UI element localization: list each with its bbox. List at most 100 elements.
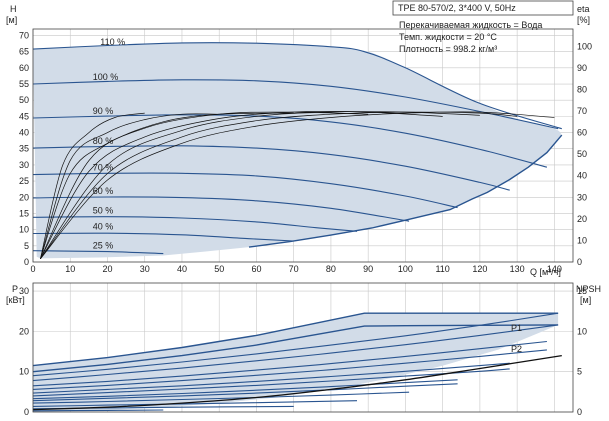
- eta-tick-label: 100: [577, 41, 592, 51]
- head-tick-label: 0: [24, 257, 29, 267]
- speed-curve-label: 80 %: [93, 136, 114, 146]
- npsh-curve: [32, 354, 562, 411]
- x-tick-label: 50: [214, 264, 224, 274]
- speed-curve-label: 90 %: [93, 106, 114, 116]
- p1-power-curve: [32, 362, 510, 394]
- npsh-axis-label: NPSH: [576, 284, 601, 294]
- speed-curve: [32, 114, 548, 168]
- power-chart-frame: [32, 282, 574, 413]
- head-tick-label: 50: [19, 95, 29, 105]
- head-axis-unit: [м]: [6, 15, 17, 25]
- power-range-edge: [32, 312, 559, 373]
- p2-label: P2: [511, 344, 522, 354]
- power-tick-label: 0: [24, 407, 29, 417]
- eta-tick-label: 30: [577, 192, 587, 202]
- p2-power-curve: [32, 383, 458, 402]
- p2-range-upper-edge: [32, 324, 559, 373]
- p1-power-curve: [32, 312, 559, 377]
- x-tick-label: 110: [435, 264, 449, 274]
- speed-curve-label: 100 %: [93, 72, 119, 82]
- head-tick-label: 70: [19, 30, 29, 40]
- efficiency-curve: [40, 112, 145, 259]
- speed-curves: 110 % 100 % 90 % 80 % 70 % 60 % 50 % 40 % 25 %: [32, 37, 562, 255]
- power-axis-unit: [кВт]: [6, 295, 25, 305]
- npsh-curves: [32, 354, 562, 411]
- density-info: Плотность = 998.2 кг/м³: [399, 44, 497, 54]
- head-tick-label: 20: [19, 192, 29, 202]
- head-tick-label: 15: [19, 208, 29, 218]
- operating-range-area: [33, 42, 562, 259]
- npsh-tick-label: 10: [577, 326, 587, 336]
- head-tick-label: 45: [19, 111, 29, 121]
- npsh-tick-label: 0: [577, 407, 582, 417]
- speed-curve-label: 110 %: [100, 37, 125, 47]
- power-tick-label: 30: [19, 286, 29, 296]
- speed-curve: [32, 145, 510, 191]
- eta-axis-unit: [%]: [577, 15, 590, 25]
- eta-tick-label: 50: [577, 149, 587, 159]
- head-tick-label: 35: [19, 144, 29, 154]
- temperature-info: Темп. жидкости = 20 °C: [399, 32, 497, 42]
- fluid-info: Перекачиваемая жидкость = Вода: [399, 20, 542, 30]
- efficiency-curve: [40, 111, 480, 260]
- speed-curve-label: 25 %: [93, 240, 114, 250]
- power-tick-label: 10: [19, 367, 29, 377]
- efficiency-curve: [40, 111, 369, 259]
- efficiency-curve: [40, 111, 555, 260]
- x-tick-label: 90: [363, 264, 373, 274]
- speed-curve: [32, 42, 562, 130]
- x-tick-label: 60: [251, 264, 261, 274]
- x-tick-label: 20: [102, 264, 112, 274]
- p1-power-curve: [32, 340, 547, 387]
- speed-curve: [32, 232, 294, 242]
- p1-power-curve: [32, 379, 458, 400]
- x-tick-label: 120: [472, 264, 487, 274]
- operating-range-edge: [248, 134, 563, 248]
- x-tick-label: 130: [510, 264, 525, 274]
- head-tick-label: 55: [19, 79, 29, 89]
- chart-title: TPE 80-570/2, 3*400 V, 50Hz: [398, 3, 516, 13]
- p1-power-curve: [32, 391, 410, 404]
- eta-tick-label: 40: [577, 171, 587, 181]
- x-tick-label: 30: [140, 264, 150, 274]
- p2-power-curve: [32, 324, 559, 382]
- p2-power-curve: [32, 349, 547, 390]
- x-tick-label: 80: [326, 264, 336, 274]
- x-tick-label: 100: [398, 264, 413, 274]
- eta-tick-label: 0: [577, 257, 582, 267]
- efficiency-curve: [40, 113, 220, 259]
- x-tick-label: 0: [30, 264, 35, 274]
- eta-axis-label: eta: [577, 4, 590, 14]
- speed-curve-label: 40 %: [93, 222, 114, 232]
- power-tick-label: 20: [19, 326, 29, 336]
- head-range-edge: [248, 134, 563, 248]
- head-tick-label: 10: [19, 225, 29, 235]
- title-box: [392, 0, 574, 16]
- efficiency-curve: [40, 112, 294, 259]
- eta-tick-label: 70: [577, 106, 587, 116]
- eta-tick-label: 60: [577, 128, 587, 138]
- p1-power-curve: [32, 400, 358, 407]
- head-chart-frame: [32, 28, 574, 263]
- x-tick-label: 140: [547, 264, 562, 274]
- npsh-tick-label: 15: [577, 286, 587, 296]
- speed-curve: [32, 216, 358, 232]
- speed-curve: [32, 250, 164, 255]
- eta-tick-label: 80: [577, 84, 587, 94]
- speed-curve: [32, 196, 410, 222]
- x-tick-label: 40: [177, 264, 187, 274]
- speed-curve-label: 60 %: [93, 186, 114, 196]
- npsh-axis-unit: [м]: [580, 295, 591, 305]
- speed-curve-label: 70 %: [93, 163, 114, 173]
- chart-header: TPE 80-570/2, 3*400 V, 50Hz Перекачиваем…: [392, 0, 574, 54]
- x-tick-label: 70: [289, 264, 299, 274]
- efficiency-curve: [40, 111, 518, 260]
- head-axis-label: H: [10, 4, 17, 14]
- head-tick-label: 5: [24, 241, 29, 251]
- npsh-tick-label: 5: [577, 367, 582, 377]
- p1-range-upper-edge: [32, 312, 559, 367]
- eta-tick-label: 10: [577, 235, 587, 245]
- efficiency-curve: [40, 111, 443, 259]
- p1-label: P1: [511, 323, 522, 333]
